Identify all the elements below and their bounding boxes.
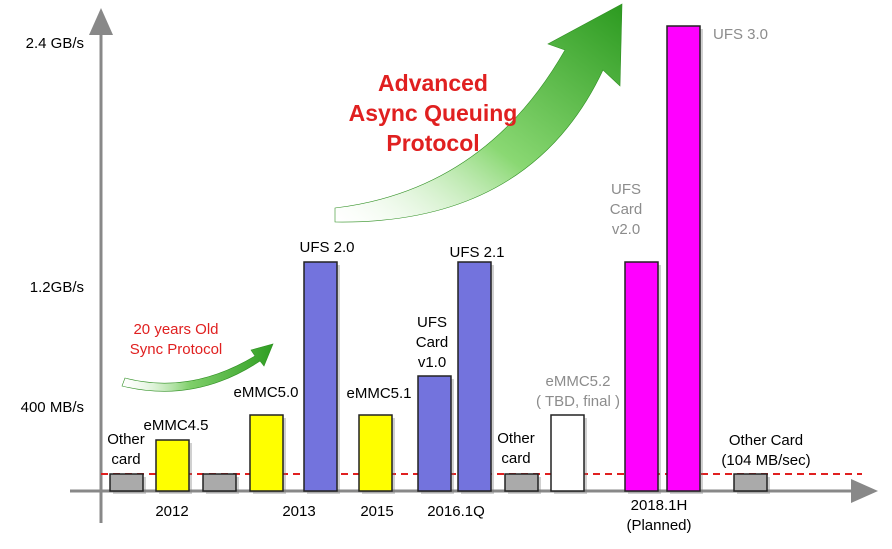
bar-label-emmc5-2: eMMC5.2( TBD, final ) xyxy=(536,373,620,410)
y-tick-labels: 2.4 GB/s 1.2GB/s 400 MB/s xyxy=(21,35,84,416)
x-tick-labels: 2012 2013 2015 2016.1Q 2018.1H (Planned) xyxy=(155,497,691,534)
big-trend-arrow xyxy=(334,3,623,223)
bar-label-ufs-2-0: UFS 2.0 xyxy=(299,239,354,256)
bar-emmc4-5 xyxy=(155,439,190,492)
bar-label-other-card-3: Other card xyxy=(497,430,535,467)
annotation-async-protocol: Advanced Async Queuing Protocol xyxy=(349,70,518,156)
x-tick-label: 2018.1H (Planned) xyxy=(626,497,691,534)
bar-other-card-3 xyxy=(504,473,539,492)
bar-emmc5-1 xyxy=(358,414,393,492)
y-tick-label: 400 MB/s xyxy=(21,399,84,416)
x-tick-label: 2015 xyxy=(360,503,393,520)
bar-ufs-3-0 xyxy=(666,25,701,492)
bar-label-ufs-2-1: UFS 2.1 xyxy=(449,244,504,261)
bar-ufs-card-v1-0 xyxy=(417,375,452,492)
bar-other-card-104-mb-sec xyxy=(733,473,768,492)
small-trend-arrow xyxy=(121,343,274,392)
bar-other-card-2 xyxy=(202,473,237,492)
bar-label-ufs-3-0: UFS 3.0 xyxy=(713,26,768,43)
bar-ufs-2-0 xyxy=(303,261,338,492)
x-tick-label: 2016.1Q xyxy=(427,503,485,520)
annotation-sync-protocol: 20 years Old Sync Protocol xyxy=(130,321,223,358)
bar-label-ufs-card-v2-0: UFS Card v2.0 xyxy=(610,181,643,238)
bar-label-ufs-card-v1-0: UFS Card v1.0 xyxy=(416,314,449,371)
y-tick-label: 2.4 GB/s xyxy=(26,35,84,52)
bar-label-emmc5-0: eMMC5.0 xyxy=(233,384,298,401)
bar-label-other-card-104-mb-sec: Other Card (104 MB/sec) xyxy=(721,432,810,469)
bar-emmc5-0 xyxy=(249,414,284,492)
bars xyxy=(109,25,770,494)
bar-emmc5-2 xyxy=(550,414,585,492)
y-tick-label: 1.2GB/s xyxy=(30,279,84,296)
x-tick-label: 2012 xyxy=(155,503,188,520)
bar-ufs-2-1 xyxy=(457,261,492,492)
bar-label-emmc5-1: eMMC5.1 xyxy=(346,385,411,402)
bar-label-emmc4-5: eMMC4.5 xyxy=(143,417,208,434)
x-tick-label: 2013 xyxy=(282,503,315,520)
bar-ufs-card-v2-0 xyxy=(624,261,659,492)
bar-label-other-card: Other card xyxy=(107,431,145,468)
bar-other-card xyxy=(109,473,144,492)
